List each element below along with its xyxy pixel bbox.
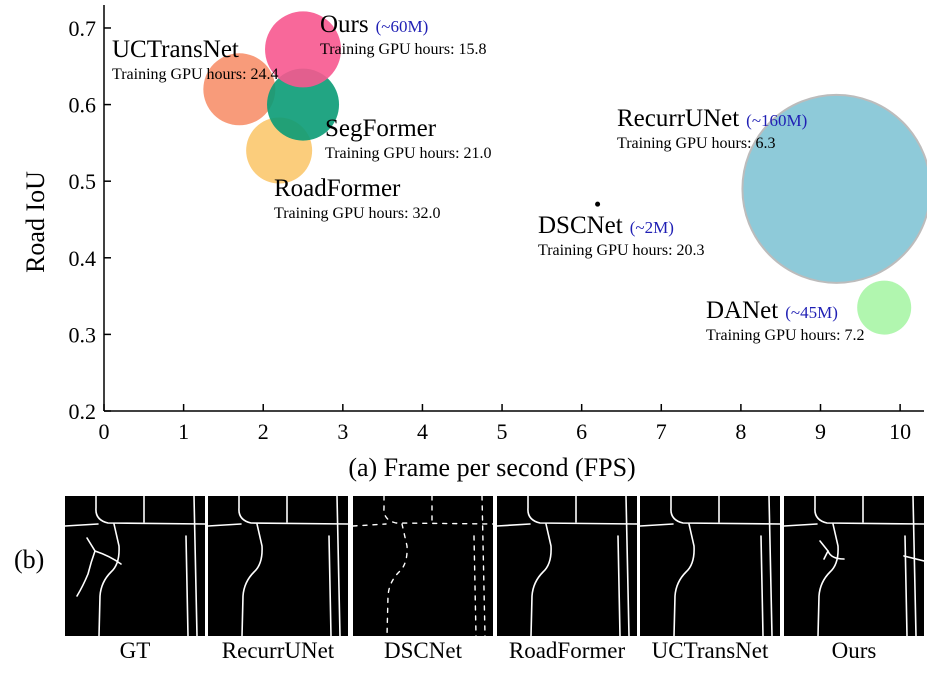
bubble-segformer [267,68,340,141]
panel-b-label: (b) [14,545,45,574]
x-tick-label: 10 [889,419,911,444]
y-tick-label: 0.2 [69,399,97,424]
y-tick-label: 0.4 [69,246,97,271]
x-tick-label: 4 [417,419,428,444]
x-tick-label: 5 [497,419,508,444]
gpu-hours-roadformer: Training GPU hours: 32.0 [274,205,441,222]
x-axis-title: (a) Frame per second (FPS) [348,453,635,482]
bubble-dscnet [595,201,601,207]
panel-label-recurrunet: RecurrUNet [221,638,335,663]
mask-panel-recurrunet [208,496,348,636]
bubble-ours [265,11,342,88]
panel-label-gt: GT [119,638,151,663]
y-axis-title: Road IoU [21,171,50,273]
x-tick-label: 3 [337,419,348,444]
y-tick-label: 0.5 [69,169,97,194]
x-tick-label: 1 [178,419,189,444]
bubble-label-uctransnet: UCTransNet [112,36,239,63]
y-tick-label: 0.3 [69,322,97,347]
panel-label-dscnet: DSCNet [384,638,462,663]
gpu-hours-recurrunet: Training GPU hours: 6.3 [617,135,776,152]
panel-b: (b) GT RecurrUNet DSCNet RoadFormer UCTransN… [0,490,927,682]
x-tick-label: 8 [735,419,746,444]
gpu-hours-dscnet: Training GPU hours: 20.3 [538,242,705,259]
mask-panel-gt [65,496,205,636]
gpu-hours-segformer: Training GPU hours: 21.0 [325,145,492,162]
bubble-danet [857,280,912,335]
bubble-label-danet: DANet (~45M) [706,297,838,324]
y-tick-label: 0.6 [69,93,97,118]
y-tick-label: 0.7 [69,16,97,41]
bubble-chart: 0 1 2 3 4 5 6 7 8 9 10 0.2 0.3 0.4 0.5 0.6 0.7 UCTransNe… [21,5,927,482]
x-tick-label: 6 [576,419,587,444]
bubble-recurrunet [741,93,927,284]
mask-panel-uctransnet [640,496,780,636]
bubble-uctransnet [203,53,276,126]
bubble-label-recurrunet: RecurrUNet (~160M) [617,105,807,132]
panel-label-roadformer: RoadFormer [508,638,626,663]
bubble-label-segformer: SegFormer [325,115,437,142]
gpu-hours-uctransnet: Training GPU hours: 24.4 [112,66,279,83]
bubble-label-dscnet: DSCNet (~2M) [538,212,674,239]
mask-panel-roadformer [497,496,637,636]
x-tick-label: 9 [815,419,826,444]
gpu-hours-danet: Training GPU hours: 7.2 [706,327,865,344]
panel-label-uctransnet: UCTransNet [651,638,769,663]
gpu-hours-ours: Training GPU hours: 15.8 [320,41,487,58]
mask-panel-dscnet [353,496,493,636]
x-tick-label: 7 [656,419,667,444]
mask-panel-ours [784,496,924,636]
bubble-label-roadformer: RoadFormer [274,175,401,202]
x-tick-label: 0 [99,419,110,444]
x-tick-label: 2 [258,419,269,444]
bubble-label-ours: Ours (~60M) [320,11,428,38]
panel-label-ours: Ours [831,638,877,663]
